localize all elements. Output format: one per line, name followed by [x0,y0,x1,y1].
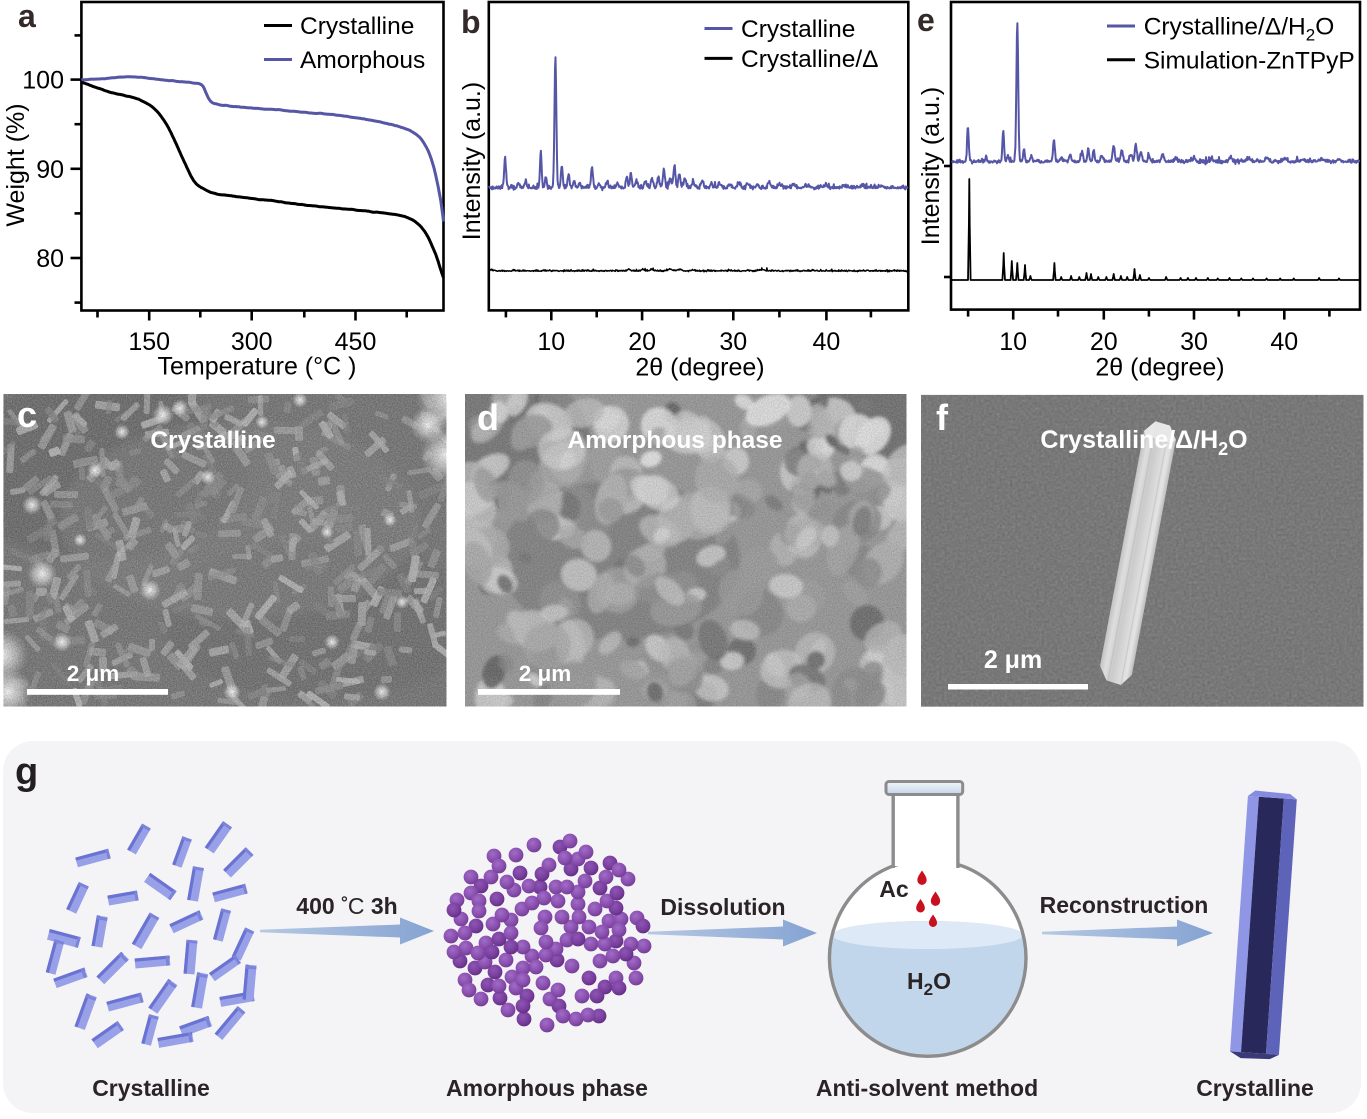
svg-text:90: 90 [36,156,64,184]
svg-text:40: 40 [812,328,840,356]
svg-text:2θ (degree): 2θ (degree) [1095,354,1224,382]
svg-text:Amorphous phase: Amorphous phase [446,1075,648,1101]
svg-text:Intensity (a.u.): Intensity (a.u.) [917,87,945,245]
svg-text:Crystalline: Crystalline [741,16,855,43]
svg-text:2 μm: 2 μm [984,646,1042,674]
svg-text:Crystalline/Δ: Crystalline/Δ [741,46,879,73]
svg-text:2 μm: 2 μm [67,661,120,686]
svg-text:e: e [917,2,935,38]
svg-text:Crystalline/Δ/H2O: Crystalline/Δ/H2O [1040,426,1247,459]
svg-text:Amorphous: Amorphous [300,47,425,74]
svg-text:b: b [461,4,481,40]
svg-text:80: 80 [36,245,64,273]
svg-text:Reconstruction: Reconstruction [1040,892,1209,918]
svg-text:Amorphous phase: Amorphous phase [567,427,782,454]
svg-text:150: 150 [128,328,170,356]
svg-text:30: 30 [1180,328,1208,356]
svg-text:Intensity (a.u.): Intensity (a.u.) [458,82,486,240]
svg-text:Temperature (°C ): Temperature (°C ) [158,353,357,381]
svg-text:20: 20 [628,328,656,356]
svg-text:450: 450 [335,328,377,356]
svg-text:Dissolution: Dissolution [660,894,785,920]
svg-text:30: 30 [719,328,747,356]
svg-text:Crystalline: Crystalline [300,13,414,40]
svg-text:2 μm: 2 μm [519,661,572,686]
svg-text:Crystalline: Crystalline [92,1075,210,1101]
svg-text:40: 40 [1270,328,1298,356]
svg-text:Crystalline/Δ/H2O: Crystalline/Δ/H2O [1144,14,1335,45]
svg-text:10: 10 [999,328,1027,356]
svg-text:Ac: Ac [879,876,909,902]
svg-text:d: d [477,397,499,438]
svg-text:10: 10 [537,328,565,356]
svg-text:2θ (degree): 2θ (degree) [635,354,764,382]
svg-text:Crystalline: Crystalline [150,427,275,454]
svg-text:a: a [18,0,36,34]
svg-text:f: f [936,397,949,438]
svg-text:400 °C 3h: 400 °C 3h [296,893,397,919]
svg-text:Simulation-ZnTPyP: Simulation-ZnTPyP [1144,47,1355,74]
svg-text:Anti-solvent method: Anti-solvent method [816,1075,1038,1101]
svg-text:100: 100 [22,67,64,95]
svg-text:Weight (%): Weight (%) [2,103,30,226]
svg-text:c: c [17,394,37,435]
svg-text:300: 300 [231,328,273,356]
svg-text:Crystalline: Crystalline [1196,1075,1314,1101]
svg-text:g: g [15,751,38,793]
svg-text:20: 20 [1090,328,1118,356]
